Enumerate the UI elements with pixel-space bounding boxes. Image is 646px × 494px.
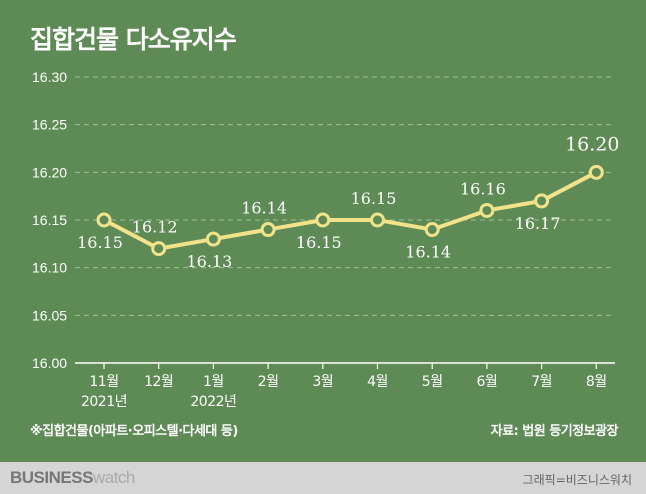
x-tick-label: 3월 bbox=[312, 374, 333, 390]
x-tick-label: 1월 bbox=[203, 374, 224, 390]
data-label: 16.13 bbox=[186, 252, 232, 271]
y-tick-label: 16.20 bbox=[32, 164, 67, 180]
x-tick-label: 2월 bbox=[258, 374, 279, 390]
x-tick-label: 5월 bbox=[422, 374, 443, 390]
data-point bbox=[315, 212, 331, 228]
data-label: 16.17 bbox=[515, 214, 561, 233]
data-label: 16.14 bbox=[241, 199, 287, 218]
data-point bbox=[370, 212, 385, 228]
data-point bbox=[151, 241, 167, 257]
x-tick-label: 2021년 bbox=[81, 394, 127, 410]
y-tick-label: 16.30 bbox=[32, 69, 67, 85]
data-point bbox=[534, 193, 550, 209]
x-tick-label: 6월 bbox=[477, 374, 498, 390]
source-note: 자료: 법원 등기정보광장 bbox=[490, 424, 619, 439]
brand-logo-part1: BUSINESS bbox=[10, 468, 93, 487]
data-point bbox=[424, 222, 440, 238]
y-tick-label: 16.05 bbox=[32, 307, 67, 323]
brand-logo: BUSINESSwatch bbox=[10, 468, 135, 488]
data-label: 16.15 bbox=[77, 233, 123, 252]
data-point bbox=[260, 222, 276, 238]
data-point bbox=[479, 202, 495, 218]
data-point bbox=[588, 164, 604, 180]
x-tick-label: 11월 bbox=[89, 374, 118, 390]
data-label: 16.16 bbox=[460, 179, 506, 198]
y-tick-label: 16.10 bbox=[32, 260, 67, 276]
y-tick-label: 16.15 bbox=[32, 212, 67, 228]
y-tick-label: 16.00 bbox=[32, 355, 67, 371]
chart-title: 집합건물 다소유지수 bbox=[30, 25, 237, 54]
graphic-credit: 그래픽=비즈니스워치 bbox=[522, 473, 632, 487]
data-point bbox=[205, 231, 221, 247]
x-tick-label: 4월 bbox=[367, 374, 388, 390]
data-label: 16.15 bbox=[351, 189, 397, 208]
line-chart: 16.30 16.25 16.20 16.15 16.10 16.05 16.00 11월 20… bbox=[32, 69, 620, 410]
y-tick-label: 16.25 bbox=[32, 117, 67, 133]
series-line bbox=[103, 170, 598, 251]
x-tick-label: 2022년 bbox=[190, 394, 236, 410]
footer-bar: BUSINESSwatch 그래픽=비즈니스워치 bbox=[0, 462, 646, 494]
data-label: 16.20 bbox=[565, 133, 619, 155]
x-tick-label: 7월 bbox=[531, 374, 552, 390]
data-label: 16.14 bbox=[405, 243, 451, 262]
x-tick-label: 8월 bbox=[586, 374, 607, 390]
data-point bbox=[96, 212, 112, 228]
data-label: 16.15 bbox=[296, 233, 342, 252]
x-tick-label: 12월 bbox=[144, 374, 173, 390]
brand-logo-part2: watch bbox=[92, 468, 135, 487]
footnote: ※집합건물(아파트·오피스텔·다세대 등) bbox=[30, 424, 238, 439]
data-label: 16.12 bbox=[132, 218, 178, 237]
